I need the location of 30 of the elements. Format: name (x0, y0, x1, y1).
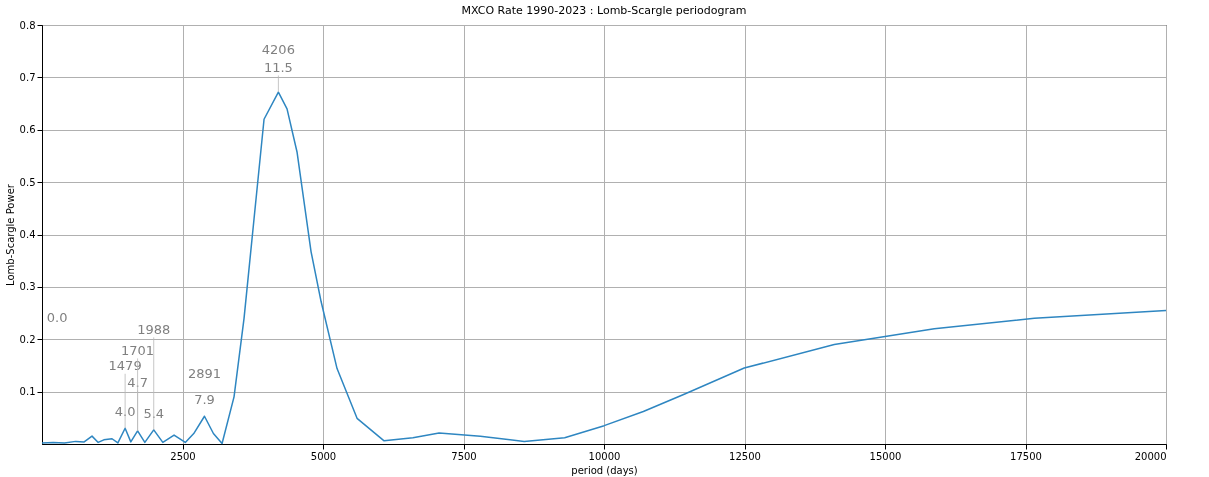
x-tick-label: 20000 (1134, 450, 1167, 462)
x-tick-label: 7500 (451, 450, 477, 462)
y-axis-title: Lomb-Scargle Power (4, 183, 16, 286)
x-tick-label: 2500 (170, 450, 196, 462)
annotation: 1988 (137, 321, 171, 337)
annotation: 2891 (187, 366, 222, 382)
y-tick-label: 0.6 (19, 124, 36, 136)
y-tick-label: 0.1 (19, 386, 36, 398)
x-tick-label: 5000 (310, 450, 337, 462)
y-tick-label: 0.5 (19, 176, 36, 188)
annotation: 4.7 (127, 374, 148, 390)
annotation: 5.4 (143, 405, 165, 421)
x-tick-label: 12500 (729, 450, 761, 462)
y-tick-label: 0.7 (19, 71, 36, 83)
chart-title: MXCO Rate 1990-2023 : Lomb-Scargle periodogram (461, 4, 747, 17)
annotation: 11.5 (263, 60, 293, 76)
annotation: 4206 (261, 42, 295, 58)
x-axis-title: period (days) (571, 464, 638, 476)
x-tick-label: 15000 (869, 450, 902, 462)
annotation: 1701 (121, 342, 155, 358)
y-tick-label: 0.8 (19, 19, 36, 31)
y-tick-label: 0.2 (19, 333, 36, 345)
x-tick-label: 17500 (1010, 450, 1042, 462)
x-tick-label: 10000 (588, 450, 621, 462)
annotation: 0.0 (46, 310, 68, 326)
annotation: 7.9 (194, 392, 215, 408)
y-tick-label: 0.3 (19, 281, 36, 293)
y-tick-label: 0.4 (19, 229, 36, 240)
annotation: 4.0 (114, 404, 136, 420)
annotation: 1479 (108, 358, 142, 374)
